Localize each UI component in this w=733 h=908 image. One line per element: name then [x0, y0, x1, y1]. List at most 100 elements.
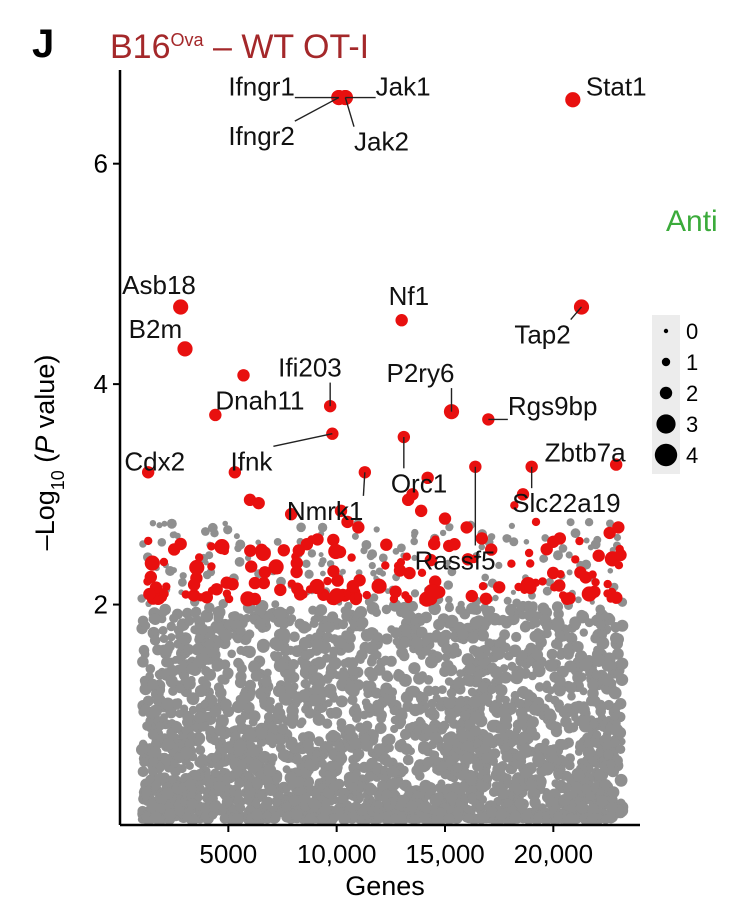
background-point: [596, 636, 610, 650]
background-point: [260, 676, 272, 688]
background-point: [142, 721, 152, 731]
background-point: [415, 716, 425, 726]
background-point: [375, 567, 384, 576]
significant-point: [214, 539, 230, 555]
background-point: [364, 681, 375, 692]
background-point: [495, 684, 508, 697]
background-point: [322, 621, 335, 634]
background-point: [179, 572, 187, 580]
legend-size-marker: [663, 328, 669, 334]
background-point: [515, 669, 526, 679]
background-point: [601, 659, 614, 672]
background-point: [321, 798, 331, 807]
background-point: [449, 782, 460, 794]
background-point: [445, 559, 451, 566]
background-point: [372, 608, 381, 617]
background-point: [149, 746, 162, 758]
background-point: [373, 813, 384, 824]
background-point: [171, 655, 180, 664]
background-point: [492, 594, 499, 602]
background-point: [302, 559, 311, 568]
significant-point: [195, 553, 204, 562]
background-point: [147, 678, 159, 690]
background-point: [607, 568, 614, 574]
background-point: [478, 543, 486, 551]
background-point: [484, 638, 495, 648]
background-point: [319, 805, 331, 817]
background-point: [512, 598, 522, 608]
background-point: [235, 660, 245, 670]
background-point: [578, 658, 592, 672]
chart-title: B16Ova – WT OT-I: [110, 28, 369, 67]
background-point: [552, 639, 563, 650]
background-point: [427, 698, 437, 709]
background-point: [193, 711, 206, 724]
background-point: [272, 640, 284, 652]
background-point: [206, 725, 216, 735]
background-point: [325, 689, 335, 699]
significant-point: [526, 559, 535, 568]
background-point: [148, 756, 159, 766]
background-point: [313, 736, 325, 747]
background-point: [337, 670, 349, 682]
background-point: [544, 708, 556, 720]
background-point: [531, 618, 541, 628]
background-point: [464, 663, 476, 675]
background-point: [507, 738, 517, 748]
significant-point: [277, 544, 290, 557]
background-point: [404, 723, 415, 733]
background-point: [202, 680, 212, 690]
significant-point: [547, 566, 560, 580]
background-point: [347, 694, 358, 706]
background-point: [200, 803, 211, 815]
significant-point: [403, 566, 416, 580]
background-point: [464, 772, 478, 785]
label-leader-lines: [273, 96, 583, 546]
background-point: [541, 760, 555, 774]
background-point: [497, 706, 510, 719]
background-point: [610, 622, 621, 633]
significant-point: [402, 552, 411, 561]
significant-point: [323, 576, 332, 586]
background-point: [325, 670, 334, 680]
background-point: [139, 757, 150, 767]
background-point: [277, 627, 291, 641]
background-point: [525, 725, 537, 737]
background-point: [348, 782, 359, 792]
background-point: [184, 778, 196, 790]
background-point: [569, 616, 582, 629]
background-point: [140, 703, 151, 714]
background-point: [482, 774, 491, 783]
background-point: [142, 695, 154, 707]
background-point: [443, 580, 453, 590]
significant-point: [610, 591, 623, 604]
background-point: [433, 792, 444, 803]
background-point: [273, 538, 282, 546]
background-point: [311, 788, 321, 798]
background-point: [308, 693, 322, 707]
significant-point: [493, 581, 506, 594]
gene-label-ifi203: Ifi203: [278, 353, 342, 383]
significant-point: [224, 594, 234, 604]
background-point: [508, 522, 515, 530]
gene-point-zbtb7a: [609, 458, 623, 471]
background-point: [593, 769, 606, 781]
background-point: [479, 743, 491, 754]
background-point: [565, 753, 575, 764]
background-point: [344, 682, 358, 696]
background-point: [333, 636, 346, 649]
background-point: [383, 733, 396, 746]
background-point: [233, 633, 243, 644]
background-point: [390, 813, 401, 824]
background-point: [223, 525, 233, 535]
significant-point: [516, 488, 530, 501]
background-point: [204, 602, 215, 614]
significant-point: [290, 556, 303, 570]
significant-point: [524, 548, 534, 558]
background-point: [579, 628, 588, 637]
background-point: [558, 544, 568, 553]
background-point: [312, 713, 326, 726]
significant-point: [196, 593, 205, 602]
background-point: [351, 532, 359, 540]
background-point: [444, 677, 454, 686]
